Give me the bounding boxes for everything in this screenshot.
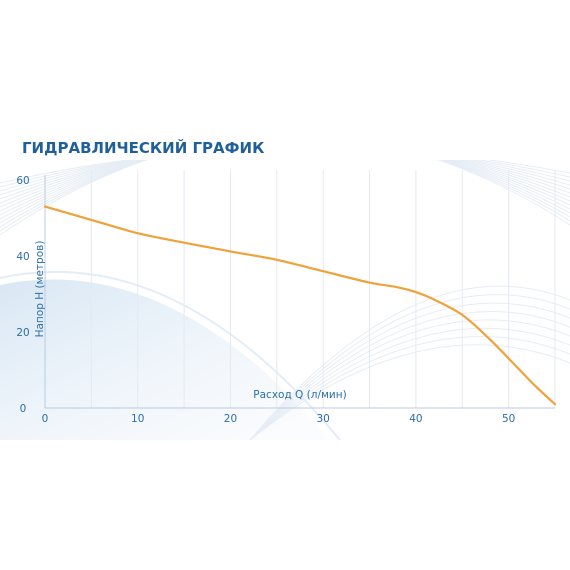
x-tick-label: 20 — [224, 413, 237, 425]
background-arc — [249, 327, 570, 440]
x-tick-label: 10 — [131, 413, 144, 425]
axes — [44, 175, 555, 409]
background-arcs — [0, 160, 570, 440]
background-arc — [0, 160, 570, 204]
background-arc — [249, 311, 570, 440]
background-arc — [0, 160, 570, 220]
background-arc — [249, 344, 570, 440]
series-line-pump-curve — [43, 205, 557, 406]
background-arc — [0, 160, 570, 224]
background-arc — [0, 160, 570, 212]
x-tick-label: 0 — [42, 413, 49, 425]
background-arc — [0, 160, 570, 192]
x-tick-label: 50 — [502, 413, 515, 425]
y-tick-label: 40 — [16, 251, 29, 263]
background-arc — [0, 160, 570, 216]
chart-title: ГИДРАВЛИЧЕСКИЙ ГРАФИК — [22, 138, 265, 157]
x-tick-labels: 0 10 20 30 40 50 — [42, 413, 516, 425]
y-tick-label: 20 — [16, 327, 29, 339]
background-swoosh — [0, 279, 330, 440]
y-tick-labels: 0 20 40 60 — [16, 175, 29, 415]
y-tick-label: 60 — [16, 175, 29, 187]
background-arc — [0, 160, 570, 188]
background-arc — [249, 319, 570, 440]
x-tick-label: 30 — [316, 413, 329, 425]
background-decoration — [0, 160, 570, 440]
background-arc — [0, 160, 570, 232]
y-tick-label: 0 — [20, 403, 27, 415]
background-arc — [0, 160, 570, 196]
background-arc — [0, 160, 570, 228]
y-axis-label: Напор H (метров) — [34, 241, 46, 338]
background-arc — [0, 160, 570, 236]
x-tick-label: 40 — [409, 413, 422, 425]
background-arc — [0, 160, 570, 200]
background-arc — [249, 294, 570, 440]
background-arc — [249, 302, 570, 440]
background-arc — [249, 336, 570, 440]
background-arc — [0, 160, 570, 184]
background-arc — [0, 160, 570, 208]
vertical-gridlines — [90, 170, 556, 408]
x-axis-label: Расход Q (л/мин) — [253, 389, 346, 401]
background-arc — [249, 285, 570, 440]
